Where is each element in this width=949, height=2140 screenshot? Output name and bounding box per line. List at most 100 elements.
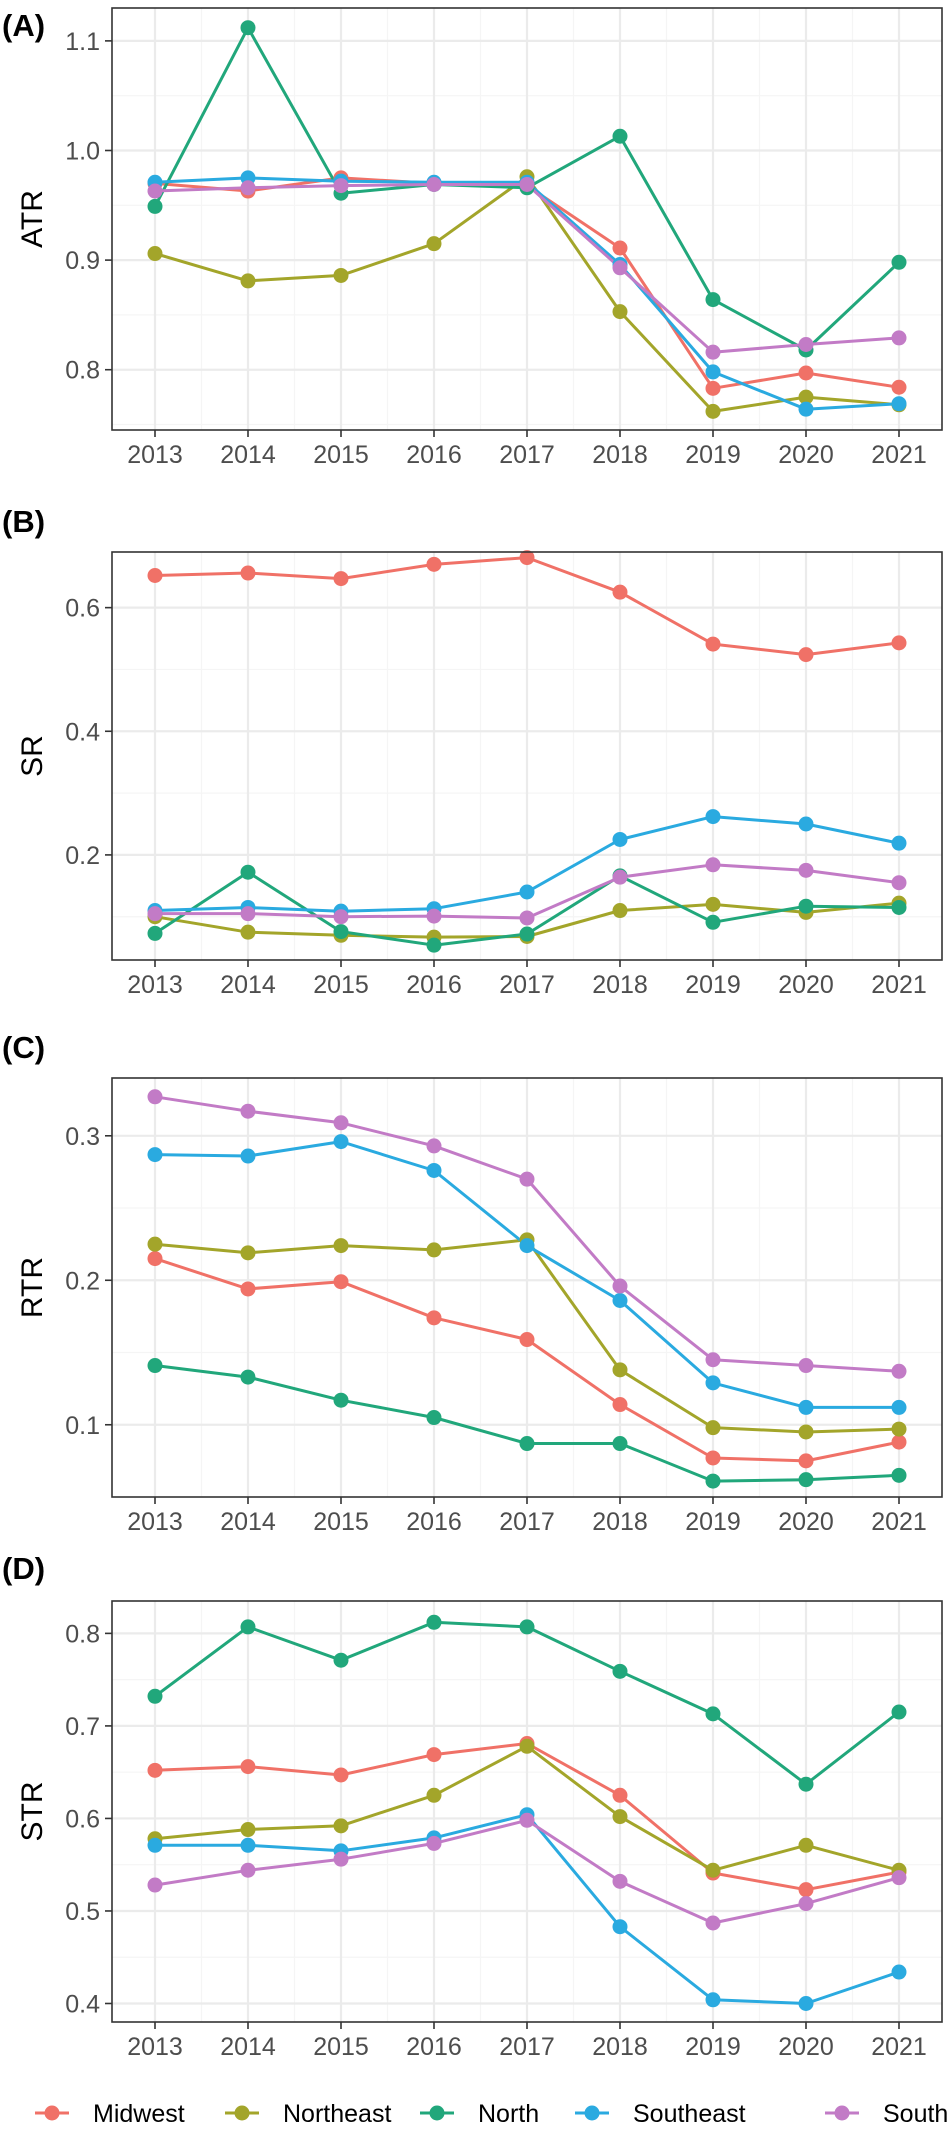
data-point-south-2018 — [612, 260, 628, 276]
data-point-midwest-2013 — [147, 1251, 163, 1267]
data-point-north-2016 — [426, 1614, 442, 1630]
data-point-southeast-2021 — [891, 396, 907, 412]
data-point-north-2021 — [891, 899, 907, 915]
panel-label: (B) — [2, 504, 45, 539]
x-tick-label: 2015 — [313, 2033, 369, 2061]
y-tick-label: 0.6 — [65, 595, 100, 623]
data-point-southeast-2020 — [798, 1399, 814, 1415]
data-point-southeast-2021 — [891, 1399, 907, 1415]
data-point-southeast-2021 — [891, 835, 907, 851]
data-point-northeast-2020 — [798, 1424, 814, 1440]
data-point-south-2018 — [612, 1873, 628, 1889]
data-point-north-2018 — [612, 128, 628, 144]
data-point-south-2015 — [333, 1115, 349, 1131]
data-point-south-2013 — [147, 183, 163, 199]
data-point-south-2016 — [426, 1835, 442, 1851]
data-point-midwest-2021 — [891, 635, 907, 651]
legend-item-north: North — [420, 2100, 539, 2128]
x-tick-label: 2017 — [499, 1508, 555, 1536]
data-point-southeast-2019 — [705, 1375, 721, 1391]
data-point-north-2014 — [240, 864, 256, 880]
data-point-south-2019 — [705, 1352, 721, 1368]
data-point-northeast-2021 — [891, 1421, 907, 1437]
data-point-south-2014 — [240, 906, 256, 922]
x-tick-label: 2016 — [406, 441, 462, 469]
data-point-midwest-2017 — [519, 1332, 535, 1348]
data-point-north-2021 — [891, 1467, 907, 1483]
data-point-midwest-2017 — [519, 550, 535, 566]
data-point-south-2017 — [519, 1812, 535, 1828]
data-point-southeast-2017 — [519, 884, 535, 900]
data-point-midwest-2019 — [705, 380, 721, 396]
data-point-north-2019 — [705, 1706, 721, 1722]
data-point-north-2015 — [333, 1392, 349, 1408]
data-point-south-2014 — [240, 1862, 256, 1878]
data-point-northeast-2015 — [333, 1818, 349, 1834]
data-point-northeast-2019 — [705, 403, 721, 419]
data-point-northeast-2015 — [333, 267, 349, 283]
y-tick-label: 0.9 — [65, 247, 100, 275]
data-point-south-2016 — [426, 176, 442, 192]
data-point-north-2015 — [333, 924, 349, 940]
data-point-north-2013 — [147, 198, 163, 214]
data-point-northeast-2020 — [798, 1837, 814, 1853]
y-tick-label: 0.7 — [65, 1713, 100, 1741]
data-point-north-2019 — [705, 914, 721, 930]
x-tick-label: 2013 — [127, 2033, 183, 2061]
x-tick-label: 2014 — [220, 971, 276, 999]
data-point-north-2020 — [798, 1776, 814, 1792]
data-point-south-2016 — [426, 1138, 442, 1154]
data-point-north-2013 — [147, 1688, 163, 1704]
data-point-northeast-2015 — [333, 1238, 349, 1254]
data-point-northeast-2016 — [426, 236, 442, 252]
data-point-midwest-2013 — [147, 1762, 163, 1778]
data-point-southeast-2016 — [426, 1162, 442, 1178]
x-tick-label: 2015 — [313, 971, 369, 999]
x-tick-label: 2015 — [313, 441, 369, 469]
data-point-north-2014 — [240, 1369, 256, 1385]
data-point-midwest-2018 — [612, 584, 628, 600]
x-tick-label: 2021 — [871, 2033, 927, 2061]
data-point-southeast-2021 — [891, 1964, 907, 1980]
data-point-south-2019 — [705, 344, 721, 360]
y-tick-label: 1.1 — [65, 28, 100, 56]
data-point-southeast-2014 — [240, 1837, 256, 1853]
x-tick-label: 2013 — [127, 441, 183, 469]
data-point-southeast-2013 — [147, 1837, 163, 1853]
x-tick-label: 2016 — [406, 1508, 462, 1536]
data-point-northeast-2017 — [519, 1738, 535, 1754]
panel-4: 0.4 0.5 0.6 0.7 0.8 2013 2014 2015 2016 2017 2018 2… — [2, 1551, 943, 2061]
data-point-north-2015 — [333, 1652, 349, 1668]
data-point-northeast-2019 — [705, 1862, 721, 1878]
data-point-southeast-2019 — [705, 809, 721, 825]
data-point-midwest-2021 — [891, 1434, 907, 1450]
data-point-southeast-2018 — [612, 831, 628, 847]
data-point-north-2021 — [891, 254, 907, 270]
data-point-south-2014 — [240, 1103, 256, 1119]
data-point-south-2019 — [705, 1915, 721, 1931]
data-point-midwest-2014 — [240, 565, 256, 581]
x-tick-label: 2019 — [685, 2033, 741, 2061]
data-point-southeast-2020 — [798, 401, 814, 417]
y-tick-label: 0.8 — [65, 1620, 100, 1648]
legend-key-point — [429, 2105, 445, 2121]
x-tick-label: 2017 — [499, 971, 555, 999]
x-tick-label: 2017 — [499, 441, 555, 469]
data-point-midwest-2018 — [612, 1397, 628, 1413]
data-point-northeast-2020 — [798, 389, 814, 405]
x-tick-label: 2013 — [127, 1508, 183, 1536]
data-point-north-2020 — [798, 898, 814, 914]
data-point-north-2020 — [798, 1472, 814, 1488]
data-point-midwest-2018 — [612, 240, 628, 256]
y-tick-label: 0.5 — [65, 1898, 100, 1926]
data-point-northeast-2014 — [240, 1822, 256, 1838]
data-point-southeast-2018 — [612, 1919, 628, 1935]
panel-label: (D) — [2, 1551, 45, 1586]
x-tick-label: 2014 — [220, 1508, 276, 1536]
data-point-north-2018 — [612, 1663, 628, 1679]
data-point-midwest-2020 — [798, 1453, 814, 1469]
data-point-south-2018 — [612, 1278, 628, 1294]
data-point-south-2017 — [519, 1171, 535, 1187]
x-tick-label: 2018 — [592, 971, 648, 999]
data-point-northeast-2018 — [612, 1362, 628, 1378]
